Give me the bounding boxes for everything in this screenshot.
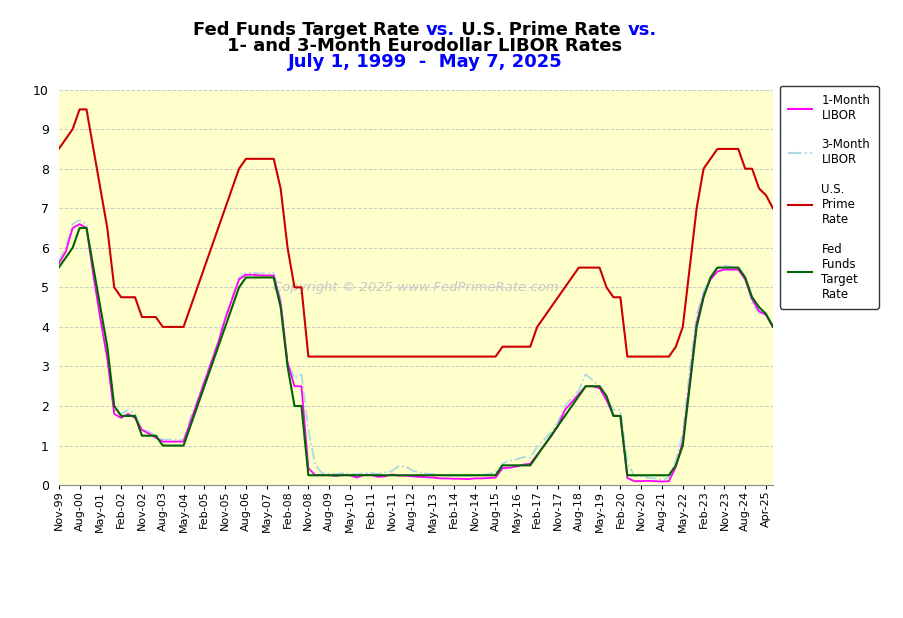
Text: U.S. Prime Rate: U.S. Prime Rate	[455, 20, 627, 39]
Legend: 1-Month
LIBOR, 3-Month
LIBOR, U.S.
Prime
Rate, Fed
Funds
Target
Rate: 1-Month LIBOR, 3-Month LIBOR, U.S. Prime…	[779, 86, 878, 309]
Text: 1- and 3-Month Eurodollar LIBOR Rates: 1- and 3-Month Eurodollar LIBOR Rates	[227, 36, 622, 55]
Text: Copyright © 2025 www.FedPrimeRate.com: Copyright © 2025 www.FedPrimeRate.com	[273, 281, 558, 294]
Text: vs.: vs.	[627, 20, 656, 39]
Text: vs.: vs.	[425, 20, 455, 39]
Text: Fed Funds Target Rate: Fed Funds Target Rate	[193, 20, 425, 39]
Text: July 1, 1999  -  May 7, 2025: July 1, 1999 - May 7, 2025	[287, 53, 562, 71]
